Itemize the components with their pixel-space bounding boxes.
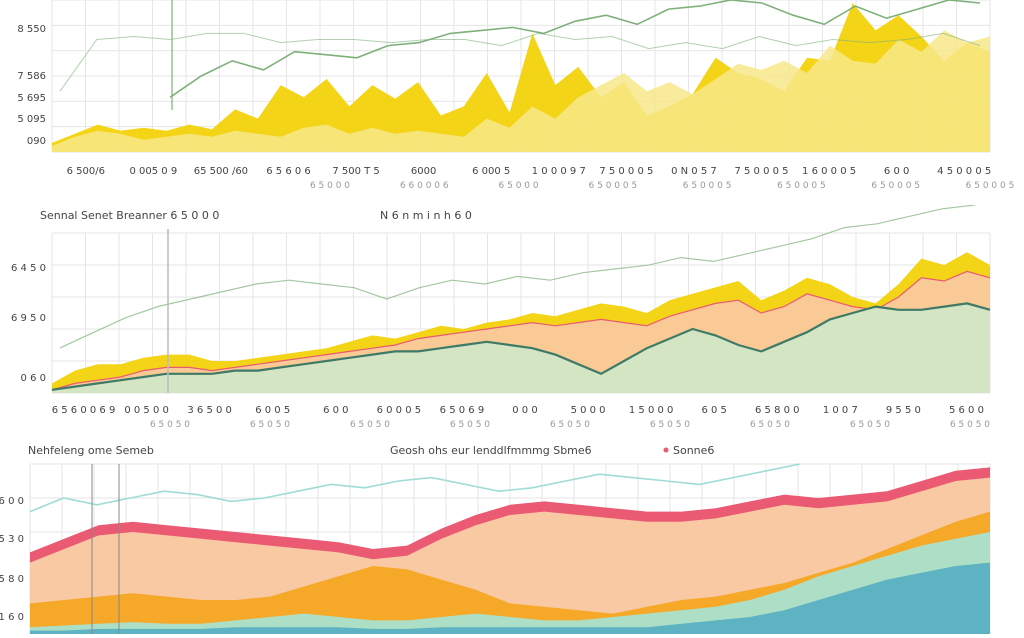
series-line-1 bbox=[51, 270, 991, 391]
series-line-4 bbox=[29, 463, 801, 513]
panel-2: Sennal Senet Breanner 6 5 0 0 0 N 6 n m i… bbox=[0, 204, 1024, 440]
x-sub-label-4: 6 5 0 0 0 5 bbox=[683, 181, 732, 191]
x-tick-label-4: 6 0 0 bbox=[323, 405, 348, 416]
series-line-2 bbox=[169, 0, 981, 98]
x-tick-label-10: 7 5 0 0 0 5 bbox=[734, 166, 788, 177]
y-tick-label-3: 5 095 bbox=[17, 114, 46, 125]
x-tick-label-6: 6 000 5 bbox=[472, 166, 510, 177]
series-area-3 bbox=[30, 562, 990, 634]
y-tick-label-3: 1 6 0 bbox=[0, 612, 24, 623]
y-tick-label-1: 7 586 bbox=[17, 71, 46, 82]
series-line-3 bbox=[59, 32, 981, 92]
y-tick-label-2: 5 8 0 bbox=[0, 574, 24, 585]
x-tick-label-3: 6 0 0 5 bbox=[255, 405, 290, 416]
panel-1: 8 550 7 586 5 695 5 095 090 6 500/6 0 005 0 9 6… bbox=[0, 0, 1024, 205]
series-line-2 bbox=[51, 302, 991, 391]
series-area-1 bbox=[52, 30, 990, 152]
x-tick-label-1: 0 005 0 9 bbox=[129, 166, 177, 177]
x-tick-label-1: 0 0 5 0 0 bbox=[124, 405, 169, 416]
x-tick-label-4: 7 500 T 5 bbox=[332, 166, 379, 177]
y-tick-label-4: 090 bbox=[27, 136, 46, 147]
y-tick-label-0: 8 550 bbox=[17, 24, 46, 35]
x-sub-label-7: 6 5 0 0 0 5 bbox=[966, 181, 1015, 191]
chart-title: Sennal Senet Breanner 6 5 0 0 0 bbox=[40, 209, 219, 222]
x-tick-label-5: 6000 bbox=[411, 166, 436, 177]
x-sub-label-1: 6 5 0 5 0 bbox=[250, 420, 290, 430]
legend-label-0: Sonne6 bbox=[673, 444, 714, 457]
series-area-2 bbox=[30, 532, 990, 634]
x-tick-label-14: 5 6 0 0 bbox=[949, 405, 984, 416]
x-sub-label-6: 6 5 0 5 0 bbox=[750, 420, 790, 430]
x-tick-label-9: 1 5 0 0 0 bbox=[629, 405, 674, 416]
x-sub-label-8: 6 5 0 5 0 bbox=[950, 420, 990, 430]
x-sub-label-1: 6 6 0 0 0 6 bbox=[400, 181, 449, 191]
x-tick-label-8: 5 0 0 0 bbox=[571, 405, 606, 416]
x-sub-label-5: 6 5 0 5 0 bbox=[650, 420, 690, 430]
chart-subtitle: N 6 n m i n h 6 0 bbox=[380, 209, 472, 222]
x-tick-label-8: 7 5 0 0 0 5 bbox=[599, 166, 653, 177]
x-sub-label-2: 6 5 0 5 0 bbox=[350, 420, 390, 430]
chart-3: Nehfeleng ome Semeb Geosh ohs eur lenddlf… bbox=[0, 444, 991, 635]
y-tick-label-2: 5 695 bbox=[17, 93, 46, 104]
x-sub-label-3: 6 5 0 5 0 bbox=[450, 420, 490, 430]
x-sub-label-0: 6 5 0 0 0 bbox=[310, 181, 350, 191]
x-sub-label-0: 6 5 0 5 0 bbox=[150, 420, 190, 430]
x-tick-label-7: 1 0 0 0 9 7 bbox=[532, 166, 586, 177]
chart-2: Sennal Senet Breanner 6 5 0 0 0 N 6 n m i… bbox=[11, 204, 991, 430]
chart-title: Nehfeleng ome Semeb bbox=[28, 444, 154, 457]
x-sub-label-5: 6 5 0 0 0 5 bbox=[777, 181, 826, 191]
series-area-2 bbox=[52, 303, 990, 393]
x-tick-label-6: 6 5 0 6 9 bbox=[440, 405, 485, 416]
x-tick-label-12: 1 0 0 7 bbox=[823, 405, 858, 416]
x-sub-label-7: 6 5 0 5 0 bbox=[850, 420, 890, 430]
x-tick-label-13: 9 5 5 0 bbox=[886, 405, 921, 416]
x-sub-label-6: 6 5 0 0 0 5 bbox=[871, 181, 920, 191]
y-tick-label-1: 6 9 5 0 bbox=[11, 313, 46, 324]
legend-swatch-0 bbox=[663, 447, 669, 453]
x-sub-label-3: 6 5 0 0 0 5 bbox=[589, 181, 638, 191]
y-tick-label-0: 6 4 5 0 bbox=[11, 263, 46, 274]
x-tick-label-11: 6 5 8 0 0 bbox=[755, 405, 800, 416]
x-tick-label-11: 1 6 0 0 0 5 bbox=[802, 166, 856, 177]
x-tick-label-0: 6 5 6 0 0 6 9 bbox=[52, 405, 116, 416]
x-tick-label-10: 6 0 5 bbox=[701, 405, 726, 416]
x-tick-label-12: 6 0 0 bbox=[884, 166, 909, 177]
panel-3: Nehfeleng ome Semeb Geosh ohs eur lenddlf… bbox=[0, 440, 1024, 635]
chart-1: 8 550 7 586 5 695 5 095 090 6 500/6 0 005 0 9 6… bbox=[17, 0, 1015, 191]
x-tick-label-0: 6 500/6 bbox=[67, 166, 105, 177]
x-sub-label-4: 6 5 0 5 0 bbox=[550, 420, 590, 430]
x-tick-label-13: 4 5 0 0 0 5 bbox=[937, 166, 991, 177]
series-line-3 bbox=[59, 204, 976, 349]
x-tick-label-7: 0 0 0 bbox=[512, 405, 537, 416]
y-tick-label-1: 5 3 0 bbox=[0, 534, 24, 545]
chart-subtitle: Geosh ohs eur lenddlfmmmg Sbme6 bbox=[390, 444, 592, 457]
x-tick-label-3: 6 5 6 0 6 bbox=[266, 166, 311, 177]
x-tick-label-2: 65 500 /60 bbox=[194, 166, 248, 177]
x-sub-label-2: 6 5 0 0 0 bbox=[499, 181, 539, 191]
x-tick-label-2: 3 6 5 0 0 bbox=[187, 405, 232, 416]
y-tick-label-0: 6 0 0 bbox=[0, 496, 24, 507]
x-tick-label-9: 0 N 0 5 7 bbox=[671, 166, 717, 177]
y-tick-label-2: 0 6 0 bbox=[21, 373, 46, 384]
x-tick-label-5: 6 0 0 0 5 bbox=[377, 405, 422, 416]
